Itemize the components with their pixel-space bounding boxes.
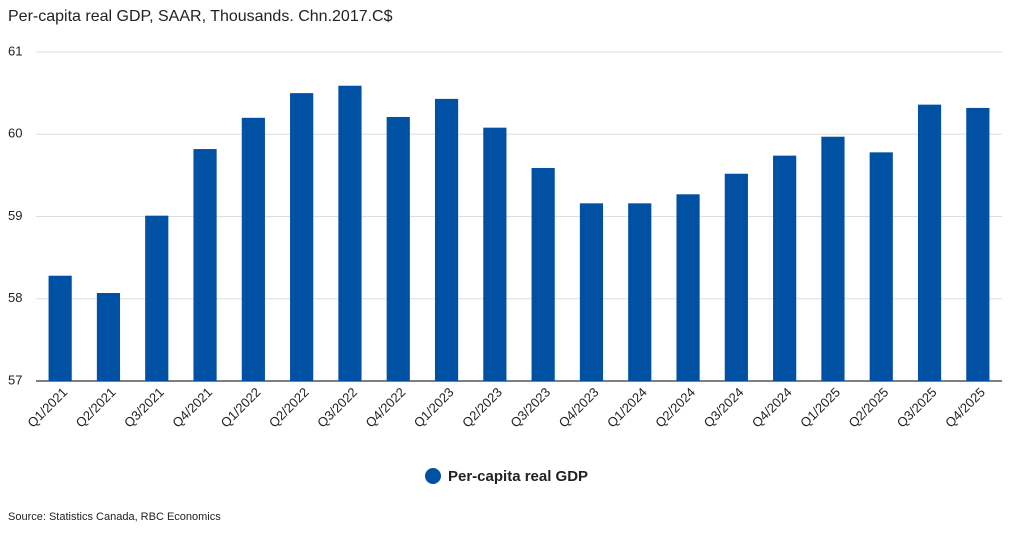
bar: [917, 104, 942, 381]
bar: [434, 98, 459, 381]
x-tick-label: Q1/2022: [218, 385, 264, 431]
x-tick-label: Q3/2022: [314, 385, 360, 431]
bar: [531, 167, 555, 381]
source-note: Source: Statistics Canada, RBC Economics: [8, 511, 221, 523]
x-tick-label: Q2/2022: [266, 385, 312, 431]
bar: [869, 152, 893, 381]
x-tick-label: Q1/2024: [604, 385, 650, 431]
chart-subtitle: Per-capita real GDP, SAAR, Thousands. Ch…: [8, 8, 393, 25]
bar: [579, 203, 604, 381]
x-tick-label: Q4/2025: [942, 385, 988, 431]
y-tick-label: 58: [8, 290, 22, 305]
bar: [48, 275, 72, 381]
bar: [338, 85, 362, 381]
bar: [821, 136, 845, 381]
bar: [628, 203, 652, 381]
x-tick-label: Q1/2025: [797, 385, 843, 431]
bar: [483, 127, 507, 381]
x-tick-label: Q3/2025: [894, 385, 940, 431]
y-tick-label: 60: [8, 126, 22, 141]
x-tick-label: Q1/2021: [24, 385, 70, 431]
x-tick-label: Q4/2022: [362, 385, 408, 431]
x-tick-label: Q3/2023: [507, 385, 553, 431]
x-tick-label: Q2/2024: [652, 385, 698, 431]
bar: [773, 155, 797, 381]
x-tick-label: Q2/2021: [73, 385, 119, 431]
y-tick-label: 59: [8, 208, 22, 223]
x-tick-label: Q2/2023: [459, 385, 505, 431]
x-tick-label: Q4/2021: [169, 385, 215, 431]
bar: [193, 149, 217, 381]
x-tick-label: Q4/2023: [556, 385, 602, 431]
bar: [290, 93, 314, 381]
bar: [241, 117, 265, 382]
legend-marker: [425, 468, 441, 484]
bar: [96, 292, 121, 381]
bar: [676, 194, 700, 381]
y-tick-label: 61: [8, 43, 22, 58]
x-tick-label: Q1/2023: [411, 385, 457, 431]
bar: [145, 215, 169, 381]
legend-label: Per-capita real GDP: [448, 468, 588, 485]
x-tick-label: Q2/2025: [845, 385, 891, 431]
bar: [966, 107, 990, 382]
x-tick-label: Q3/2024: [701, 385, 747, 431]
x-tick-label: Q3/2021: [121, 385, 167, 431]
y-tick-label: 57: [8, 372, 22, 387]
bar: [724, 173, 748, 381]
bar: [386, 116, 410, 381]
x-tick-label: Q4/2024: [749, 385, 795, 431]
